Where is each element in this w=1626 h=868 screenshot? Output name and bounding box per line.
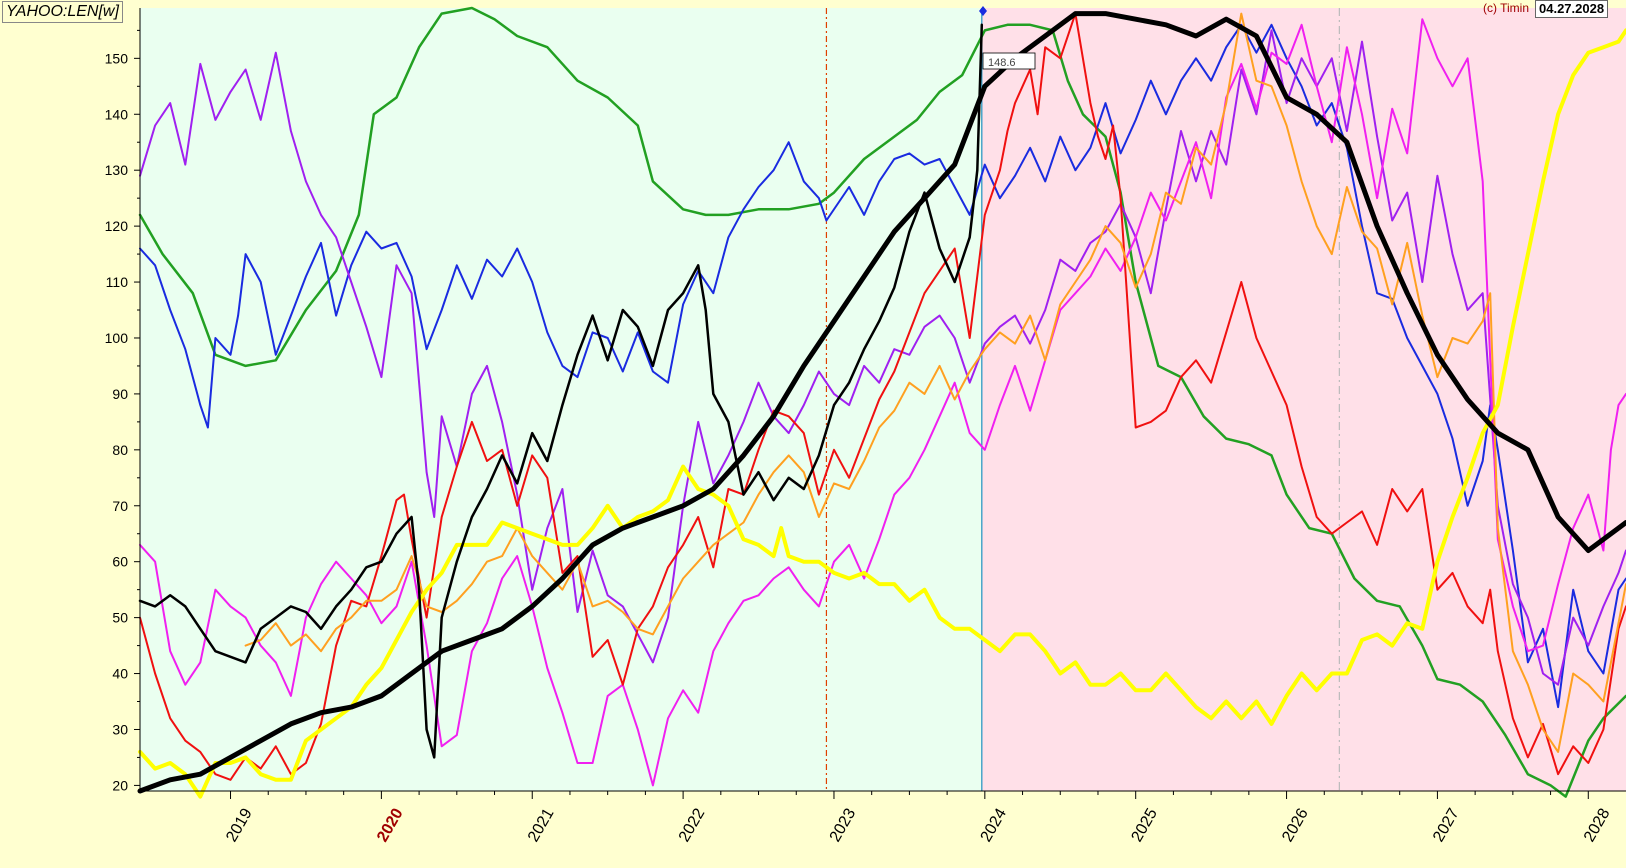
x-tick-label-2028: 2028 — [1581, 806, 1614, 845]
x-tick-label-2024: 2024 — [978, 806, 1011, 845]
current-date-marker-icon — [979, 6, 987, 16]
x-tick-label-2022: 2022 — [676, 806, 709, 845]
series-line-orange — [244, 12, 1626, 753]
y-tick-label-100: 100 — [105, 330, 129, 346]
series-line-red — [139, 12, 1626, 781]
x-tick-label-2025: 2025 — [1128, 806, 1161, 845]
ticker-label[interactable]: YAHOO:LEN[w] — [2, 1, 123, 23]
last-price-label: 148.6 — [988, 57, 1016, 69]
y-tick-label-30: 30 — [112, 721, 128, 737]
y-tick-label-50: 50 — [112, 610, 128, 626]
y-tick-label-120: 120 — [105, 218, 129, 234]
series-line-yellow — [138, 28, 1626, 799]
series-line-green — [138, 6, 1626, 798]
y-tick-label-60: 60 — [112, 554, 128, 570]
current-date-field[interactable]: 04.27.2028 — [1535, 0, 1609, 18]
copyright-text: (c) Timin — [1483, 1, 1529, 15]
zone-1 — [981, 8, 1626, 791]
series-line-blue — [139, 23, 1626, 709]
zone-0 — [140, 8, 982, 791]
x-tick-label-2021: 2021 — [525, 806, 558, 845]
series-line-price — [138, 23, 984, 759]
y-tick-label-150: 150 — [105, 50, 129, 66]
y-tick-label-80: 80 — [112, 442, 128, 458]
y-axis: 20 30 40 50 60 70 80 90 100 110 120 130 140 150 — [105, 29, 140, 793]
y-tick-label-20: 20 — [112, 777, 128, 793]
series-line-magenta — [139, 18, 1626, 787]
series-line-smooth — [137, 11, 1626, 794]
zones — [140, 8, 1626, 791]
series-lines — [137, 6, 1626, 799]
x-tick-label-2023: 2023 — [827, 806, 860, 845]
y-tick-label-110: 110 — [106, 274, 129, 290]
y-tick-label-130: 130 — [105, 162, 129, 178]
x-tick-label-2026: 2026 — [1279, 806, 1312, 845]
y-tick-label-140: 140 — [105, 106, 129, 122]
x-axis: 2019 2020 2021 2022 2023 2024 2025 2026 2027 2028 — [223, 791, 1614, 845]
y-tick-label-40: 40 — [112, 666, 128, 682]
x-tick-label-2020: 2020 — [374, 806, 407, 845]
x-tick-label-2027: 2027 — [1430, 806, 1463, 845]
x-tick-label-2019: 2019 — [223, 806, 256, 845]
y-tick-label-70: 70 — [112, 498, 128, 514]
y-tick-label-90: 90 — [112, 386, 128, 402]
last-price-box: 148.6 — [982, 52, 1036, 70]
